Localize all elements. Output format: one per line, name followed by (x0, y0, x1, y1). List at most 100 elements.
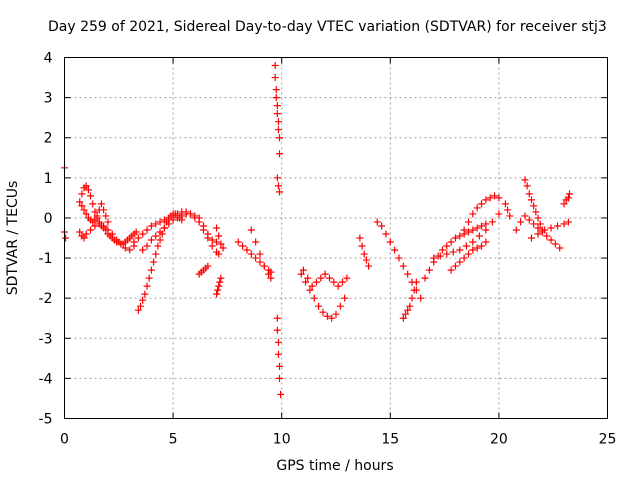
data-point (80, 234, 88, 242)
data-point (464, 228, 472, 236)
data-point (469, 210, 477, 218)
series-seg18 (356, 234, 373, 270)
data-point (512, 226, 520, 234)
y-tick-label: 1 (44, 171, 53, 187)
data-point (104, 218, 112, 226)
data-point (521, 212, 529, 220)
data-point (373, 218, 381, 226)
data-point (271, 74, 279, 82)
data-point (82, 210, 90, 218)
data-point (274, 126, 282, 134)
data-point (87, 226, 95, 234)
data-point (252, 254, 260, 262)
data-point (482, 226, 490, 234)
data-point (152, 220, 160, 228)
data-point (473, 244, 481, 252)
data-point (134, 306, 142, 314)
x-axis-label: GPS time / hours (276, 458, 393, 474)
data-point (191, 214, 199, 222)
data-point (554, 222, 562, 230)
data-point (76, 198, 84, 206)
data-point (438, 246, 446, 254)
data-point (173, 214, 181, 222)
data-point (565, 190, 573, 198)
data-point (272, 86, 280, 94)
data-point (443, 242, 451, 250)
data-point (460, 254, 468, 262)
data-point (491, 192, 499, 200)
data-point (143, 242, 151, 250)
series-seg19 (373, 218, 425, 302)
data-point (80, 206, 88, 214)
data-point (247, 226, 255, 234)
data-point (447, 266, 455, 274)
data-point (276, 150, 284, 158)
data-point (402, 310, 410, 318)
data-point (391, 246, 399, 254)
data-point (495, 210, 503, 218)
data-point (100, 206, 108, 214)
data-point (462, 242, 470, 250)
data-point (449, 248, 457, 256)
series-seg23 (430, 210, 503, 262)
series-seg7 (139, 210, 223, 258)
data-point (325, 274, 333, 282)
data-point (486, 194, 494, 202)
y-tick-labels: -5 -4 -3 -2 -1 0 1 2 3 4 (39, 51, 53, 428)
data-point (274, 338, 282, 346)
series-seg22 (460, 192, 503, 234)
data-point (319, 308, 327, 316)
data-point (89, 200, 97, 208)
data-point (78, 202, 86, 210)
data-point (321, 270, 329, 278)
data-point (87, 192, 95, 200)
data-point (156, 228, 164, 236)
data-point (365, 262, 373, 270)
data-point (276, 362, 284, 370)
data-point (451, 234, 459, 242)
data-point (460, 226, 468, 234)
data-point (564, 194, 572, 202)
data-point (216, 278, 224, 286)
data-point (356, 234, 364, 242)
data-point (215, 232, 223, 240)
y-tick-label: -2 (39, 291, 53, 307)
data-point (517, 218, 525, 226)
grid-lines (64, 57, 608, 419)
data-point (334, 282, 342, 290)
data-point (469, 246, 477, 254)
data-point (506, 212, 514, 220)
data-point (478, 242, 486, 250)
data-point (276, 188, 284, 196)
data-point (62, 234, 70, 242)
data-point (362, 256, 370, 264)
y-tick-label: 2 (44, 131, 53, 147)
data-point (247, 250, 255, 258)
series-seg3 (76, 220, 138, 254)
data-point (195, 218, 203, 226)
data-point (336, 302, 344, 310)
data-point (443, 250, 451, 258)
data-point (267, 274, 275, 282)
data-point (421, 274, 429, 282)
data-point (76, 228, 84, 236)
data-point (186, 210, 194, 218)
data-point (456, 258, 464, 266)
data-point (482, 220, 490, 228)
data-point (204, 262, 212, 270)
data-point (527, 234, 535, 242)
data-point (208, 236, 216, 244)
data-point (143, 226, 151, 234)
data-point (412, 278, 420, 286)
data-point (410, 286, 418, 294)
data-point (534, 214, 542, 222)
data-point (165, 220, 173, 228)
series-seg20 (399, 278, 420, 322)
data-point (274, 118, 282, 126)
data-point (532, 208, 540, 216)
data-point (543, 232, 551, 240)
data-point (108, 230, 116, 238)
data-point (536, 220, 544, 228)
data-point (323, 312, 331, 320)
data-point (243, 246, 251, 254)
